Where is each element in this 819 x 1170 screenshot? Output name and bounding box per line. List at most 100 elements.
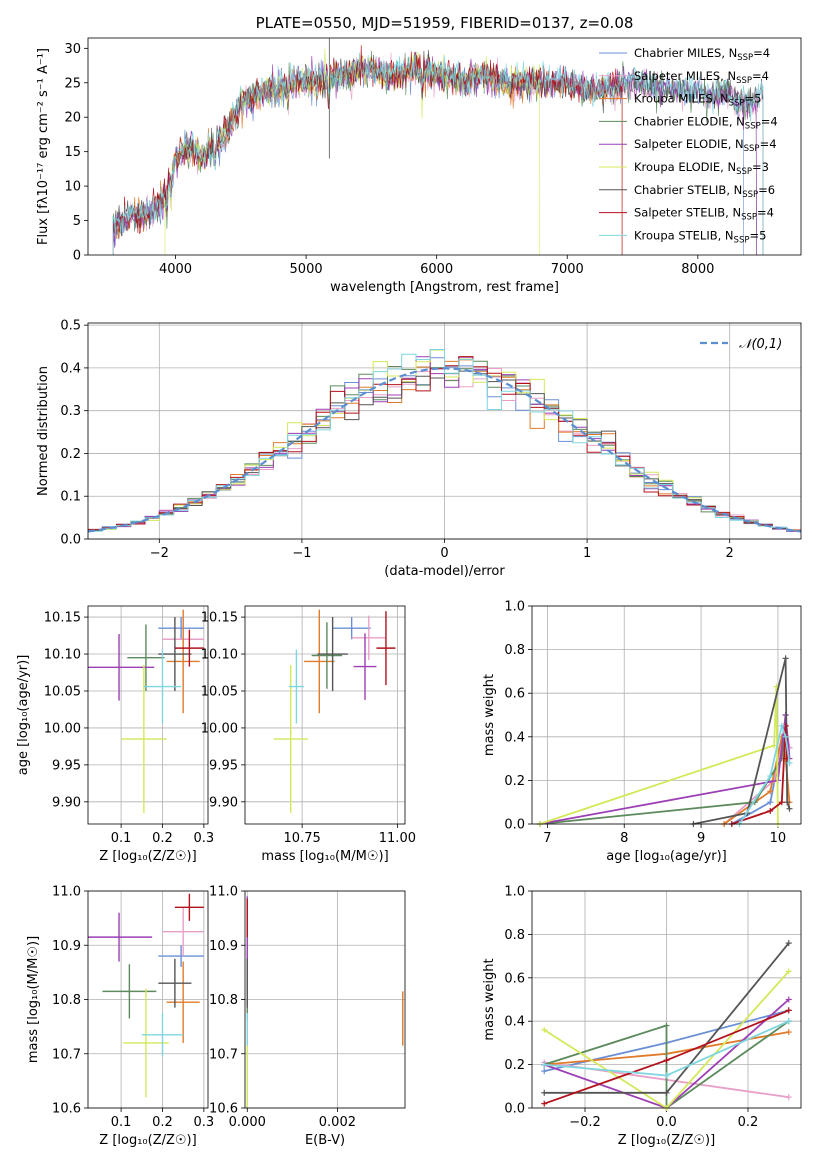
legend-label-sub: SSP xyxy=(745,121,761,131)
y-tick-label: 0.8 xyxy=(504,928,525,943)
y-axis-label: mass weight xyxy=(482,958,497,1040)
chart-title: PLATE=0550, MJD=51959, FIBERID=0137, z=0… xyxy=(256,14,634,32)
x-tick-label: 0.2 xyxy=(152,1115,173,1130)
panel-spectrum: 4000 5000 6000 7000 8000 0 5 10 15 20 25 30 waveleng… xyxy=(36,14,802,295)
legend-label: Salpeter STELIB, NSSP=4 xyxy=(634,206,774,223)
legend-label-sub: SSP xyxy=(741,213,757,223)
x-tick-label: 9 xyxy=(697,831,705,846)
data-point xyxy=(166,609,200,714)
y-tick-label: 10.6 xyxy=(52,1102,81,1117)
x-tick-label: 10 xyxy=(770,831,787,846)
legend-label: Kroupa MILES, NSSP=5 xyxy=(634,92,761,109)
x-tick-label: 0.1 xyxy=(111,1115,132,1130)
x-tick-label: 7000 xyxy=(551,262,584,277)
y-tick-label: 1.0 xyxy=(504,885,525,900)
axes-frame xyxy=(244,890,406,1109)
legend-label-main: Kroupa MILES, N xyxy=(634,92,729,106)
y-tick-label: 30 xyxy=(64,42,81,57)
legend-label-val: =4 xyxy=(757,206,774,220)
data-point xyxy=(143,649,182,724)
y-axis-label: Flux [fλ10⁻¹⁷ erg cm⁻² s⁻¹ A⁻¹] xyxy=(36,48,51,245)
data-point xyxy=(158,617,192,691)
panel-mass-vs-EBV: 0.000 0.002 10.6 10.7 10.8 10.9 11.0 E(B-V) xyxy=(209,885,406,1148)
data-point xyxy=(288,649,305,724)
panel-residuals: −2 −1 0 1 2 0.0 0.1 0.2 0.3 0.4 0.5 (data-model)/er… xyxy=(36,319,802,579)
y-tick-label: 9.95 xyxy=(52,758,81,773)
data-point xyxy=(158,945,204,967)
y-tick-label: 11.0 xyxy=(52,885,81,900)
x-tick-label: 10.75 xyxy=(284,831,321,846)
data-point xyxy=(88,634,155,701)
panel-weight-vs-Z: −0.2 0.0 0.2 0.0 0.2 0.4 0.6 0.8 1.0 Z [log₁₀(Z/Z… xyxy=(482,885,802,1148)
x-axis-label: (data-model)/error xyxy=(384,564,505,579)
y-tick-label: 0.4 xyxy=(60,361,81,376)
y-tick-label: 0.2 xyxy=(504,774,525,789)
legend-label: Chabrier MILES, NSSP=4 xyxy=(634,46,770,63)
x-axis-label: E(B-V) xyxy=(305,1133,345,1148)
legend-label-val: =4 xyxy=(753,46,770,60)
legend-label-val: =5 xyxy=(744,92,761,106)
data-point xyxy=(158,617,204,640)
legend-label-sub: SSP xyxy=(736,167,752,177)
panel-age-vs-mass: 10.75 11.00 9.90 9.95 10.00 10.05 10.10 10.15 ma… xyxy=(201,605,416,864)
y-tick-label: 0.0 xyxy=(60,533,81,548)
x-tick-label: 0.002 xyxy=(319,1115,356,1130)
x-tick-label: 4000 xyxy=(159,262,192,277)
y-tick-label: 25 xyxy=(64,76,81,91)
x-axis-label: wavelength [Angstrom, rest frame] xyxy=(330,280,559,295)
axes-frame xyxy=(87,890,209,1109)
line-series-5 xyxy=(543,970,790,1108)
x-tick-label: 8 xyxy=(620,831,628,846)
data-point xyxy=(332,617,371,640)
data-point xyxy=(102,964,157,1019)
y-tick-label: 9.90 xyxy=(52,795,81,810)
gaussian-curve xyxy=(87,367,802,533)
x-tick-label: 6000 xyxy=(420,262,453,277)
data-point xyxy=(158,958,192,1008)
x-tick-label: 11.00 xyxy=(379,831,416,846)
legend-label-main: Kroupa STELIB, N xyxy=(634,228,734,242)
legend-label-main: Chabrier MILES, N xyxy=(634,46,737,60)
y-tick-label: 10.7 xyxy=(209,1047,238,1062)
x-tick-label: 5000 xyxy=(290,262,323,277)
legend-label-val: =4 xyxy=(752,69,769,83)
y-tick-label: 10.10 xyxy=(44,648,81,663)
x-axis-label: Z [log₁₀(Z/Z☉)] xyxy=(618,1133,715,1148)
y-tick-label: 20 xyxy=(64,111,81,126)
y-tick-label: 1.0 xyxy=(504,600,525,615)
y-tick-label: 10.7 xyxy=(52,1047,81,1062)
y-tick-label: 11.0 xyxy=(209,885,238,900)
y-tick-label: 0.5 xyxy=(60,319,81,334)
y-tick-label: 10.05 xyxy=(201,684,238,699)
x-axis-label: Z [log₁₀(Z/Z☉)] xyxy=(99,849,196,864)
line-series-5 xyxy=(539,686,779,824)
x-tick-label: 1 xyxy=(583,546,591,561)
x-tick-label: 7 xyxy=(543,831,551,846)
legend-label-sub: SSP xyxy=(742,190,758,200)
y-tick-label: 0.3 xyxy=(60,404,81,419)
legend-label: 𝒩(0,1) xyxy=(739,337,782,352)
y-tick-label: 0.0 xyxy=(504,818,525,833)
y-tick-label: 0.2 xyxy=(60,447,81,462)
y-tick-label: 0 xyxy=(73,249,81,264)
legend-label-sub: SSP xyxy=(734,235,750,245)
data-point xyxy=(273,665,308,813)
x-tick-label: −1 xyxy=(292,546,311,561)
y-tick-label: 9.95 xyxy=(209,758,238,773)
x-tick-label: −0.2 xyxy=(569,1115,601,1130)
y-tick-label: 10.8 xyxy=(209,993,238,1008)
legend-label-main: Chabrier STELIB, N xyxy=(634,183,742,197)
panel-weight-vs-age: 7 8 9 10 0.0 0.2 0.4 0.6 0.8 1.0 age [log₁₀(age/yr… xyxy=(482,600,802,864)
y-tick-label: 0.4 xyxy=(504,730,525,745)
axes-frame xyxy=(531,890,802,1109)
x-tick-label: 0.1 xyxy=(111,831,132,846)
data-point xyxy=(121,665,167,813)
x-axis-label: mass [log₁₀(M/M☉)] xyxy=(261,849,388,864)
legend-label-main: Chabrier ELODIE, N xyxy=(634,114,745,128)
y-tick-label: 10.15 xyxy=(44,611,81,626)
data-point xyxy=(123,988,169,1098)
x-tick-label: 0.3 xyxy=(194,1115,215,1130)
legend-label-main: Salpeter MILES, N xyxy=(634,69,736,83)
y-tick-label: 10.9 xyxy=(209,939,238,954)
